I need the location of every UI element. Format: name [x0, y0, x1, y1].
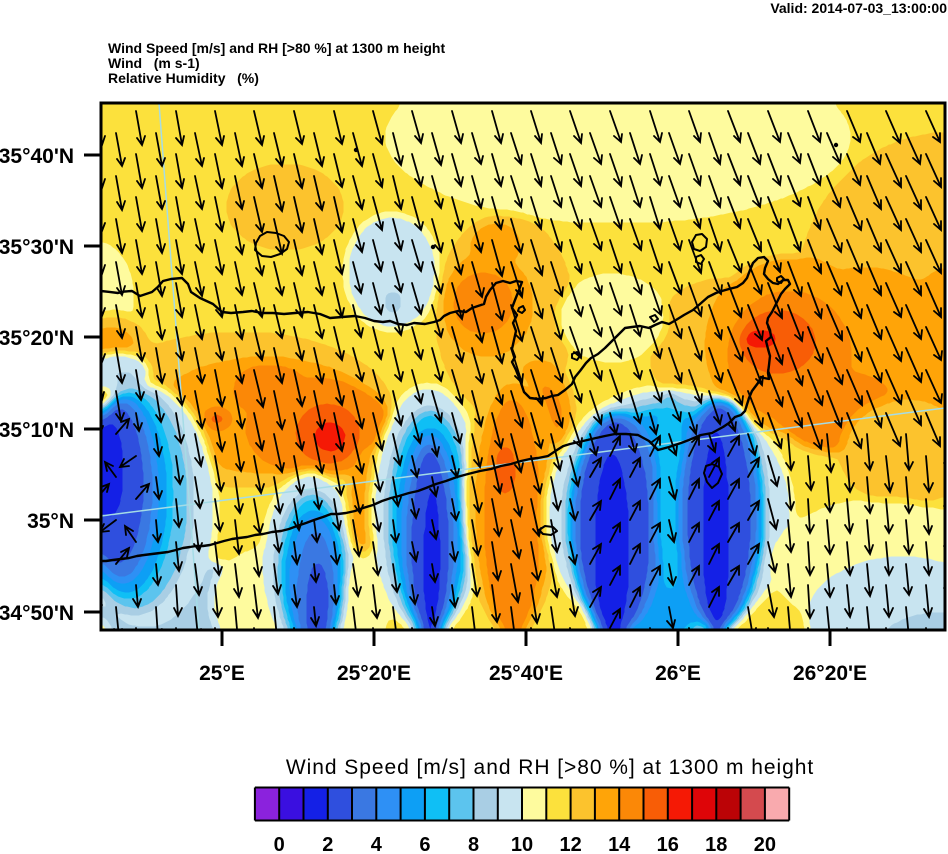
svg-text:2: 2	[322, 834, 333, 854]
svg-text:16: 16	[657, 834, 679, 854]
svg-text:Relative Humidity (%): Relative Humidity (%)	[108, 70, 259, 86]
svg-text:Valid: 2014-07-03_13:00:00: Valid: 2014-07-03_13:00:00	[770, 0, 947, 16]
svg-text:Wind Speed [m/s] and RH [>80 %: Wind Speed [m/s] and RH [>80 %] at 1300 …	[108, 40, 445, 56]
svg-text:8: 8	[468, 834, 479, 854]
svg-text:20: 20	[754, 834, 776, 854]
svg-text:25°E: 25°E	[199, 662, 245, 685]
svg-text:Wind (m s-1): Wind (m s-1)	[108, 55, 200, 71]
svg-text:26°20'E: 26°20'E	[793, 662, 867, 685]
svg-text:4: 4	[371, 834, 383, 854]
svg-text:18: 18	[705, 834, 727, 854]
svg-text:0: 0	[274, 834, 285, 854]
svg-text:35°N: 35°N	[27, 510, 74, 533]
svg-text:Wind Speed [m/s] and RH [>80 %: Wind Speed [m/s] and RH [>80 %] at 1300 …	[286, 756, 814, 779]
svg-text:35°20'N: 35°20'N	[0, 327, 74, 350]
svg-text:34°50'N: 34°50'N	[0, 602, 74, 625]
svg-text:35°40'N: 35°40'N	[0, 145, 74, 168]
svg-text:35°10'N: 35°10'N	[0, 419, 74, 442]
svg-text:25°20'E: 25°20'E	[337, 662, 411, 685]
svg-text:35°30'N: 35°30'N	[0, 236, 74, 259]
svg-text:25°40'E: 25°40'E	[489, 662, 563, 685]
svg-text:6: 6	[419, 834, 430, 854]
svg-text:10: 10	[511, 834, 533, 854]
svg-text:26°E: 26°E	[655, 662, 701, 685]
svg-text:14: 14	[608, 834, 631, 854]
svg-text:12: 12	[559, 834, 581, 854]
